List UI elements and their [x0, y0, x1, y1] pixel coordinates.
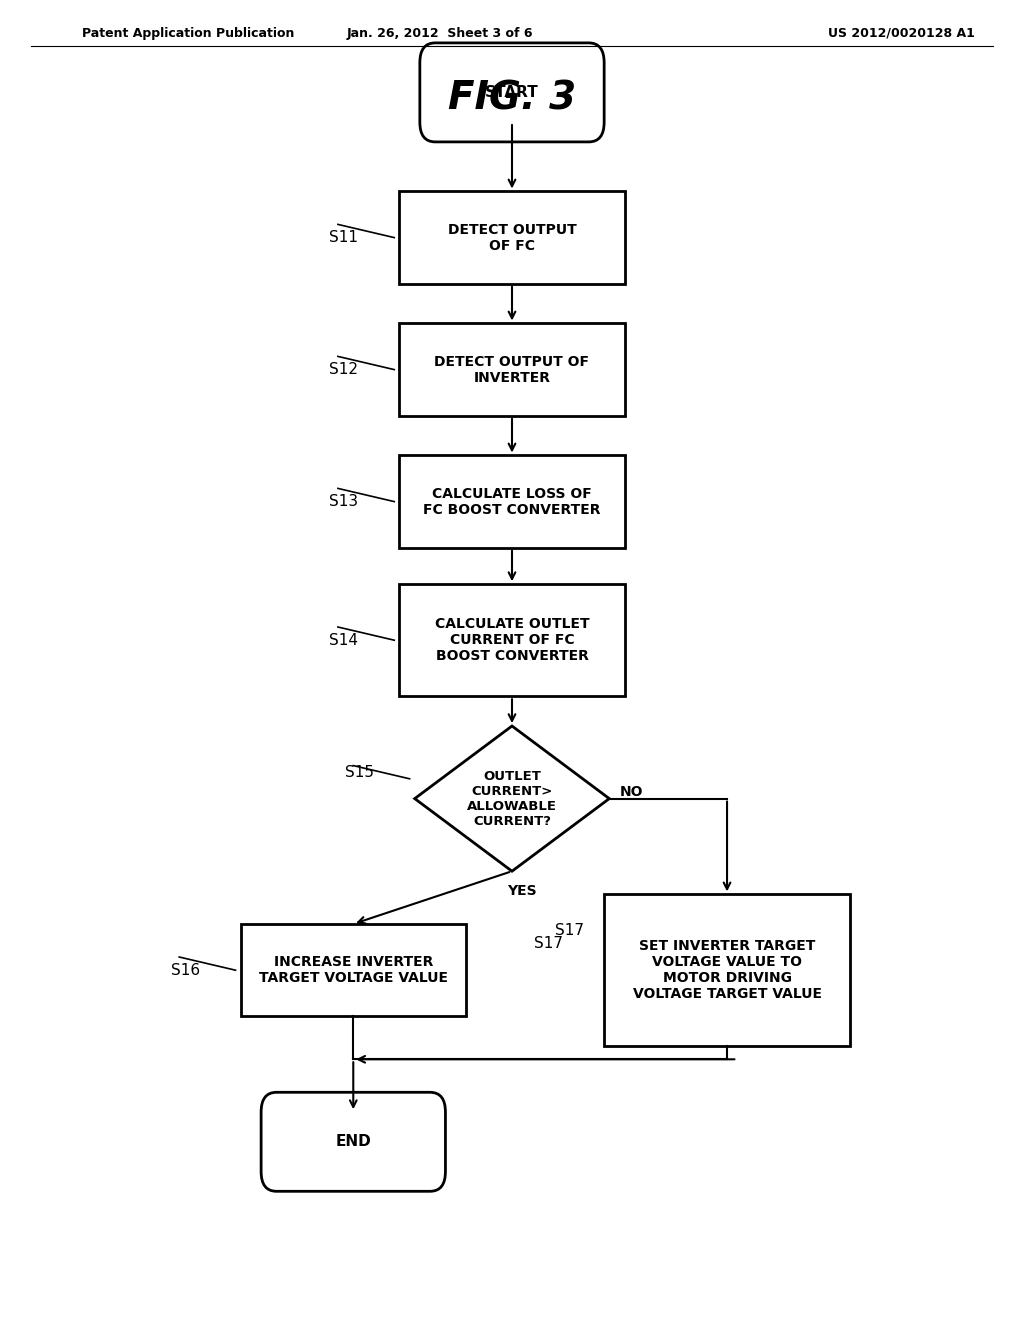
Text: FIG. 3: FIG. 3: [447, 81, 577, 117]
Text: S14: S14: [330, 632, 358, 648]
FancyBboxPatch shape: [399, 323, 625, 416]
FancyBboxPatch shape: [399, 455, 625, 548]
Text: Patent Application Publication: Patent Application Publication: [82, 26, 294, 40]
Text: DETECT OUTPUT
OF FC: DETECT OUTPUT OF FC: [447, 223, 577, 252]
Text: SET INVERTER TARGET
VOLTAGE VALUE TO
MOTOR DRIVING
VOLTAGE TARGET VALUE: SET INVERTER TARGET VOLTAGE VALUE TO MOT…: [633, 939, 821, 1002]
Text: OUTLET
CURRENT>
ALLOWABLE
CURRENT?: OUTLET CURRENT> ALLOWABLE CURRENT?: [467, 770, 557, 828]
FancyBboxPatch shape: [604, 895, 850, 1045]
Polygon shape: [415, 726, 609, 871]
Text: S17: S17: [555, 923, 584, 939]
Text: Jan. 26, 2012  Sheet 3 of 6: Jan. 26, 2012 Sheet 3 of 6: [347, 26, 534, 40]
Text: S11: S11: [330, 230, 358, 246]
Text: CALCULATE LOSS OF
FC BOOST CONVERTER: CALCULATE LOSS OF FC BOOST CONVERTER: [423, 487, 601, 516]
Text: S16: S16: [171, 962, 200, 978]
Text: S13: S13: [330, 494, 358, 510]
FancyBboxPatch shape: [399, 583, 625, 697]
FancyBboxPatch shape: [399, 191, 625, 284]
Text: END: END: [336, 1134, 371, 1150]
Text: NO: NO: [620, 785, 643, 799]
Text: S17: S17: [535, 936, 563, 952]
FancyBboxPatch shape: [241, 924, 466, 1016]
Text: INCREASE INVERTER
TARGET VOLTAGE VALUE: INCREASE INVERTER TARGET VOLTAGE VALUE: [259, 956, 447, 985]
Text: DETECT OUTPUT OF
INVERTER: DETECT OUTPUT OF INVERTER: [434, 355, 590, 384]
Text: YES: YES: [508, 884, 537, 899]
Text: CALCULATE OUTLET
CURRENT OF FC
BOOST CONVERTER: CALCULATE OUTLET CURRENT OF FC BOOST CON…: [434, 616, 590, 664]
Text: S12: S12: [330, 362, 358, 378]
Text: START: START: [485, 84, 539, 100]
Text: S15: S15: [345, 764, 374, 780]
FancyBboxPatch shape: [261, 1093, 445, 1191]
FancyBboxPatch shape: [420, 42, 604, 141]
Text: US 2012/0020128 A1: US 2012/0020128 A1: [827, 26, 975, 40]
